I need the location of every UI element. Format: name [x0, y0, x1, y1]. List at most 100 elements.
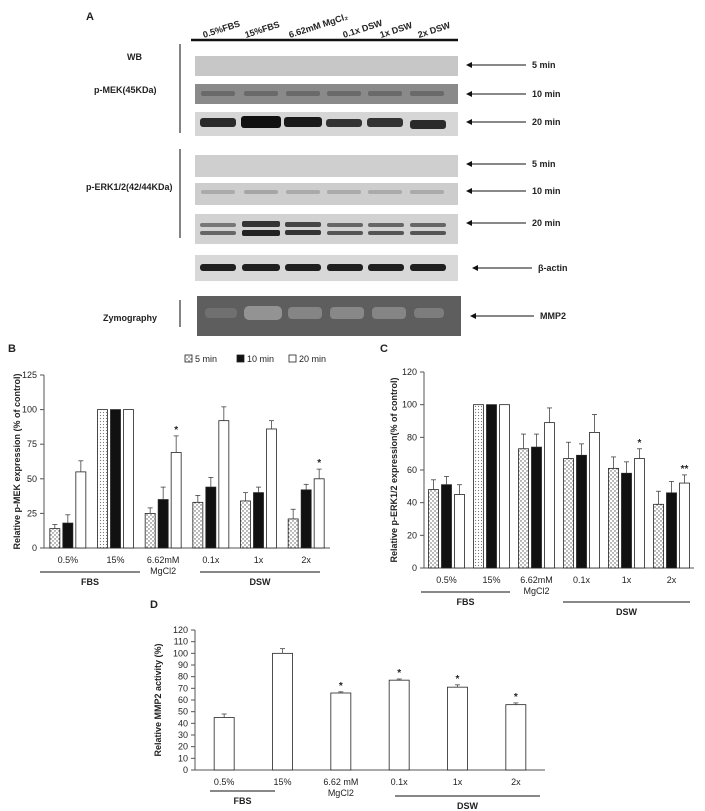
- lane-label-1: 15%FBS: [244, 19, 281, 40]
- y-tick-label: 70: [178, 683, 188, 693]
- bands-perk-20min: [200, 221, 446, 236]
- bands-zymography: [205, 306, 444, 320]
- category-label-3: 0.1x: [391, 777, 409, 787]
- time-label-pmek-10: 10 min: [532, 89, 561, 99]
- bar-b-s1-c0: [62, 522, 74, 549]
- y-tick-label: 90: [178, 660, 188, 670]
- y-tick-label: 80: [407, 432, 417, 442]
- category-label-3: 0.1x: [202, 555, 220, 565]
- category-label-1: 15%: [273, 777, 291, 787]
- y-tick-label: 60: [407, 465, 417, 475]
- pmek-label: p-MEK(45KDa): [94, 85, 157, 95]
- y-tick-label: 100: [173, 648, 188, 658]
- bar-b-s0-c4: [240, 500, 251, 549]
- y-tick-label: 110: [174, 637, 188, 647]
- time-label-pmek-5: 5 min: [532, 60, 556, 70]
- legend-swatch-0: [184, 354, 193, 363]
- group-label-fbs: FBS: [457, 597, 475, 607]
- category-label-0: 0.5%: [214, 777, 235, 787]
- category-label-5: 2x: [301, 555, 311, 565]
- category-label-2: 6.62mM MgCl2: [147, 555, 180, 576]
- blot-pmek-5min: [195, 56, 458, 76]
- bar-c-s2-c5: [679, 482, 690, 569]
- bar-b-s0-c3: [192, 501, 204, 549]
- y-tick-label: 120: [173, 625, 188, 635]
- bar-b-s1-c4: [253, 492, 264, 549]
- bar-b-s1-c3: [205, 486, 217, 549]
- bar-d-s0-c4: [447, 686, 468, 771]
- panel-d-letter: D: [150, 599, 158, 611]
- time-label-pmek-20: 20 min: [532, 117, 561, 127]
- bar-c-s0-c5: [653, 503, 664, 569]
- category-label-2: 6.62mM MgCl2: [520, 575, 553, 596]
- category-label-2: 6.62 mM MgCl2: [323, 777, 358, 798]
- bar-b-s2-c5: [313, 478, 325, 549]
- lane-label-5: 2x DSW: [417, 20, 452, 40]
- panel-a-letter: A: [86, 11, 94, 23]
- legend-swatch-1: [236, 354, 245, 363]
- significance-star: *: [638, 438, 642, 449]
- category-label-4: 1x: [622, 575, 632, 585]
- bar-d-s0-c5: [505, 704, 527, 771]
- bar-b-s0-c0: [49, 528, 61, 549]
- significance-star: *: [456, 674, 460, 685]
- significance-star: *: [339, 681, 343, 692]
- group-label-dsw: DSW: [616, 607, 638, 617]
- significance-star: *: [514, 692, 518, 703]
- bar-b-s0-c1: [97, 409, 108, 549]
- blot-arrows: [466, 62, 534, 319]
- bar-c-s0-c3: [563, 458, 574, 569]
- lane-label-0: 0.5%FBS: [202, 18, 242, 39]
- bands-perk-10min: [201, 190, 444, 194]
- y-axis-title: Relative p-MEK expression (% of control): [12, 373, 22, 549]
- wb-label: WB: [127, 52, 142, 62]
- legend-swatch-2: [288, 354, 297, 363]
- bar-b-s1-c5: [300, 489, 312, 549]
- y-tick-label: 100: [402, 400, 417, 410]
- significance-star: *: [317, 458, 321, 469]
- lane-label-2: 6.62mM MgCl₂: [288, 11, 350, 40]
- bar-b-s2-c0: [75, 471, 87, 549]
- category-label-3: 0.1x: [573, 575, 591, 585]
- bar-c-s0-c0: [428, 489, 439, 569]
- group-label-dsw: DSW: [250, 577, 272, 587]
- significance-star: *: [174, 425, 178, 436]
- group-label-dsw: DSW: [457, 801, 479, 811]
- bar-d-s0-c0: [213, 717, 235, 771]
- bar-c-s0-c1: [473, 404, 484, 569]
- y-axis-title: Relative p-ERK1/2 expression(% of contro…: [389, 377, 399, 562]
- actin-label: β-actin: [538, 263, 568, 273]
- zymography-label: Zymography: [103, 313, 157, 323]
- y-tick-label: 25: [27, 508, 37, 518]
- significance-star: **: [681, 464, 689, 475]
- category-label-5: 2x: [511, 777, 521, 787]
- bands-pmek-20min: [200, 116, 446, 129]
- y-tick-label: 80: [178, 672, 188, 682]
- bar-b-s2-c4: [266, 428, 277, 549]
- bands-beta-actin: [200, 264, 446, 271]
- bar-b-s2-c2: [170, 452, 182, 549]
- y-tick-label: 0: [32, 543, 37, 553]
- y-tick-label: 60: [178, 695, 188, 705]
- blot-pmek-10min: [195, 84, 458, 104]
- bar-d-s0-c3: [388, 679, 410, 771]
- bar-b-s1-c1: [110, 409, 121, 549]
- y-tick-label: 120: [402, 367, 417, 377]
- time-label-perk-20: 20 min: [532, 218, 561, 228]
- lane-labels: 0.5%FBS 15%FBS 6.62mM MgCl₂ 0.1x DSW 1x …: [202, 11, 452, 40]
- significance-star: *: [397, 668, 401, 679]
- category-label-1: 15%: [106, 555, 124, 565]
- blot-perk-5min: [195, 155, 458, 177]
- bar-b-s0-c5: [287, 518, 299, 549]
- mmp2-label: MMP2: [540, 311, 566, 321]
- legend-label-2: 20 min: [299, 354, 326, 364]
- bar-c-s1-c1: [486, 404, 497, 569]
- bar-c-s1-c2: [531, 446, 542, 569]
- y-tick-label: 20: [407, 530, 417, 540]
- panel-b-letter: B: [8, 343, 16, 355]
- category-label-0: 0.5%: [436, 575, 457, 585]
- bar-c-s2-c0: [454, 494, 465, 569]
